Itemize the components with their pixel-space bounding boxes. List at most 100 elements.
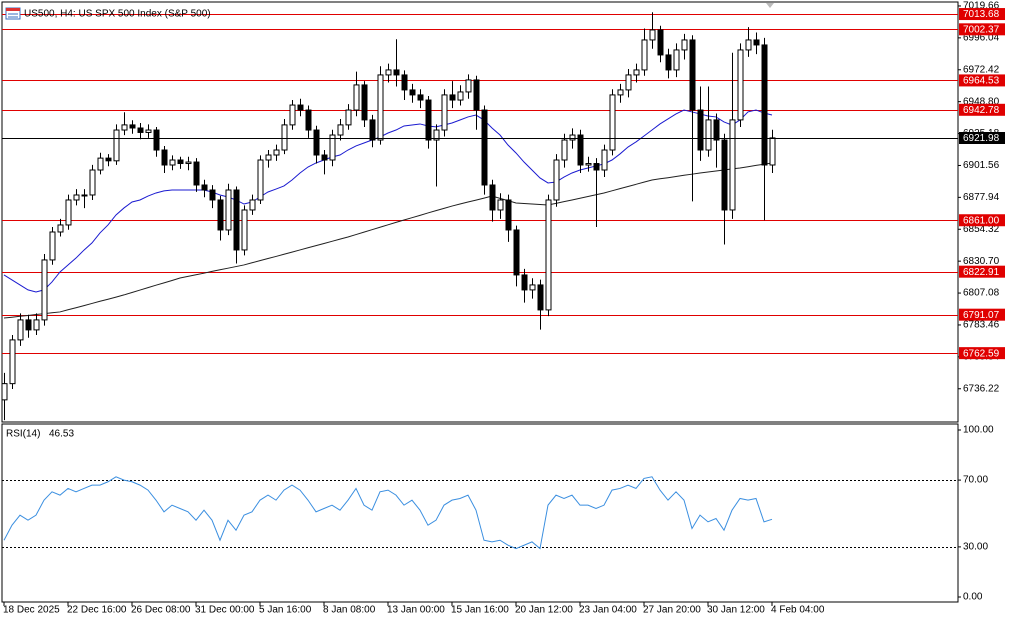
- candle-body: [161, 149, 168, 166]
- candle-body: [145, 129, 152, 133]
- candle-body: [113, 129, 120, 162]
- candle-body: [385, 69, 392, 76]
- level-box: [959, 23, 1005, 36]
- level-label: 6861.00: [963, 215, 1000, 226]
- x-tick-label: 8 Jan 08:00: [323, 605, 376, 616]
- x-tick-label: 20 Jan 12:00: [515, 605, 573, 616]
- candle-body: [481, 109, 488, 186]
- candle-body: [409, 89, 416, 96]
- candle-body: [761, 44, 768, 166]
- candle-body: [41, 259, 48, 321]
- candle-body: [521, 274, 528, 291]
- last-price-label: 6921.98: [963, 133, 1000, 144]
- candle-body: [377, 74, 384, 141]
- candle-body: [673, 49, 680, 71]
- candle-body: [593, 163, 600, 171]
- candle-body: [169, 159, 176, 166]
- candle-body: [713, 119, 720, 141]
- candle-body: [513, 229, 520, 276]
- x-tick-label: 27 Jan 20:00: [643, 605, 701, 616]
- rsi-last-value: 46.53: [49, 429, 74, 440]
- candle-body: [321, 154, 328, 161]
- candle-body: [337, 124, 344, 136]
- level-box: [959, 103, 1005, 116]
- candle-body: [209, 189, 216, 201]
- candle-body: [569, 134, 576, 141]
- candle-body: [553, 159, 560, 201]
- x-tick-label: 23 Jan 04:00: [579, 605, 637, 616]
- shift-marker: [766, 3, 774, 8]
- candle-body: [537, 284, 544, 311]
- candle-body: [729, 119, 736, 211]
- candle-body: [665, 54, 672, 71]
- candle-body: [57, 224, 64, 233]
- candle-body: [609, 94, 616, 151]
- chart-title: US500, H4: US SPX 500 Index (S&P 500): [24, 9, 211, 20]
- x-tick-label: 15 Jan 16:00: [451, 605, 509, 616]
- candle-body: [273, 149, 280, 156]
- candle-body: [9, 339, 16, 385]
- candle-body: [577, 134, 584, 166]
- level-label: 6822.91: [963, 267, 1000, 278]
- candle-body: [689, 39, 696, 111]
- candle-body: [121, 124, 128, 131]
- y-tick-label: 6877.94: [963, 192, 1000, 203]
- x-tick-label: 31 Dec 00:00: [195, 605, 255, 616]
- rsi-y-tick-label: 0.00: [963, 592, 983, 603]
- candle-body: [297, 104, 304, 111]
- y-tick-label: 6830.70: [963, 256, 1000, 267]
- candle-body: [177, 159, 184, 165]
- candle-body: [633, 69, 640, 76]
- rsi-y-tick-label: 30.00: [963, 542, 988, 553]
- candle-body: [449, 94, 456, 101]
- candle-body: [473, 79, 480, 111]
- candle-body: [105, 157, 112, 162]
- candle-body: [265, 154, 272, 161]
- y-tick-label: 7019.66: [963, 1, 1000, 12]
- y-tick-label: 6996.04: [963, 33, 1000, 44]
- candle-body: [705, 119, 712, 151]
- candle-body: [529, 284, 536, 291]
- candle-body: [249, 199, 256, 211]
- candle-body: [281, 124, 288, 151]
- last-price-box: [959, 132, 1005, 144]
- candle-body: [201, 184, 208, 191]
- level-box: [959, 8, 1005, 21]
- candle-body: [49, 231, 56, 261]
- candle-body: [193, 161, 200, 186]
- y-tick-label: 6948.80: [963, 96, 1000, 107]
- candle-body: [401, 74, 408, 91]
- candle-body: [329, 134, 336, 161]
- candle-body: [649, 29, 656, 41]
- candle-body: [233, 189, 240, 251]
- rsi-title: RSI(14): [6, 429, 40, 440]
- candle-body: [585, 163, 592, 166]
- level-box: [959, 308, 1005, 321]
- candle-body: [1, 383, 8, 401]
- level-label: 7002.37: [963, 24, 1000, 35]
- y-tick-label: 6783.46: [963, 320, 1000, 331]
- candle-body: [137, 127, 144, 133]
- x-tick-label: 22 Dec 16:00: [67, 605, 127, 616]
- candle-body: [697, 109, 704, 151]
- candle-body: [345, 109, 352, 126]
- candle-body: [25, 319, 32, 331]
- candle-body: [425, 99, 432, 141]
- candle-body: [289, 104, 296, 126]
- level-label: 6791.07: [963, 310, 1000, 321]
- candle-body: [601, 149, 608, 171]
- level-box: [959, 74, 1005, 87]
- candle-body: [81, 194, 88, 197]
- candle-body: [625, 74, 632, 91]
- candle-body: [641, 39, 648, 71]
- candle-body: [457, 91, 464, 101]
- level-box: [959, 347, 1005, 360]
- candle-body: [65, 199, 72, 226]
- level-box: [959, 214, 1005, 227]
- x-tick-label: 26 Dec 08:00: [131, 605, 191, 616]
- rsi-y-tick-label: 100.00: [963, 425, 994, 436]
- candle-body: [153, 129, 160, 151]
- candle-body: [745, 39, 752, 51]
